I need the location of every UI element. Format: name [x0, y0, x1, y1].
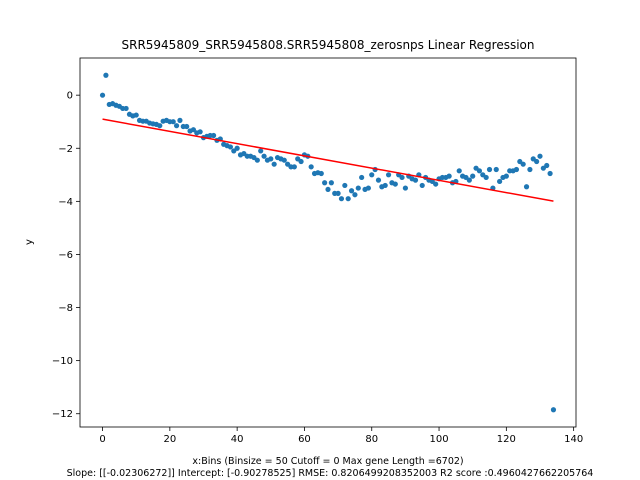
data-point — [497, 178, 503, 185]
data-point — [359, 174, 365, 181]
data-point — [123, 105, 129, 112]
data-point — [348, 188, 355, 194]
x-tick-label: 80 — [365, 434, 378, 445]
data-point — [470, 173, 476, 179]
data-point — [338, 196, 345, 202]
data-point — [433, 181, 439, 187]
data-point — [466, 177, 472, 183]
data-point — [486, 166, 493, 173]
data-point — [177, 117, 183, 123]
data-point — [513, 166, 520, 173]
scatter-points — [99, 72, 557, 413]
data-point — [254, 157, 260, 163]
plot-frame — [79, 57, 577, 428]
data-point — [325, 186, 331, 193]
data-point — [399, 174, 405, 181]
data-point — [369, 172, 375, 178]
data-point — [268, 156, 274, 162]
data-point — [170, 119, 176, 125]
data-point — [493, 166, 499, 173]
y-axis-label: y — [24, 239, 35, 245]
data-point — [328, 180, 334, 186]
data-point — [392, 181, 398, 187]
data-point — [476, 168, 483, 174]
data-point — [210, 132, 217, 139]
x-tick-label: 0 — [99, 434, 105, 445]
data-point — [133, 112, 139, 118]
y-tick-label: −10 — [52, 356, 73, 367]
data-point — [184, 123, 190, 130]
data-point — [335, 190, 341, 196]
data-point — [281, 157, 287, 163]
data-point — [190, 127, 197, 133]
y-tick-label: −8 — [58, 303, 73, 314]
x-axis-label: x:Bins (Binsize = 50 Cutoff = 0 Max gene… — [192, 456, 463, 467]
data-point — [375, 177, 382, 183]
y-tick-label: −12 — [52, 409, 73, 420]
y-tick-label: 0 — [67, 91, 73, 102]
data-point — [446, 173, 452, 179]
data-point — [523, 184, 530, 190]
data-point — [318, 170, 324, 177]
data-point — [258, 148, 264, 154]
data-point — [342, 182, 348, 189]
data-point — [227, 144, 234, 150]
data-point — [537, 153, 543, 159]
y-tick-label: −4 — [58, 197, 73, 208]
data-point — [355, 185, 361, 191]
data-point — [173, 123, 180, 129]
data-point — [308, 164, 314, 170]
data-point — [157, 123, 163, 129]
data-point — [456, 168, 462, 174]
data-point — [271, 161, 277, 167]
regression-line — [102, 118, 554, 202]
data-point — [402, 185, 408, 191]
data-point — [385, 172, 392, 178]
y-axis-ticks: 0 −2 −4 −6 −8 −10 −12 — [52, 91, 80, 420]
plot-area — [80, 58, 576, 427]
y-tick-label: −2 — [58, 144, 73, 155]
x-tick-label: 60 — [298, 434, 311, 445]
data-point — [527, 166, 533, 173]
data-point — [419, 182, 425, 189]
data-point — [503, 173, 509, 179]
data-point — [550, 407, 557, 413]
data-point — [345, 196, 351, 202]
x-tick-label: 120 — [497, 434, 516, 445]
data-point — [483, 174, 489, 181]
data-point — [197, 129, 203, 135]
data-point — [103, 72, 109, 78]
x-tick-label: 100 — [429, 434, 448, 445]
data-point — [352, 192, 358, 198]
data-point — [534, 158, 540, 165]
data-point — [412, 177, 419, 183]
y-tick-label: −6 — [58, 250, 73, 261]
regression-stats: Slope: [[-0.02306272]] Intercept: [-0.90… — [67, 468, 594, 479]
data-point — [234, 145, 240, 151]
data-point — [544, 162, 550, 169]
data-point — [99, 92, 106, 98]
data-point — [261, 153, 267, 159]
x-tick-label: 40 — [231, 434, 244, 445]
data-point — [365, 185, 371, 191]
x-tick-label: 140 — [564, 434, 583, 445]
data-point — [298, 158, 304, 165]
x-tick-label: 20 — [163, 434, 176, 445]
data-point — [520, 161, 526, 167]
data-point — [322, 180, 328, 186]
data-point — [291, 164, 297, 170]
data-point — [547, 170, 553, 177]
data-point — [382, 182, 388, 189]
x-axis-ticks: 0 20 40 60 80 100 120 140 — [99, 427, 583, 445]
chart-title: SRR5945809_SRR5945808.SRR5945808_zerosnp… — [121, 38, 534, 52]
